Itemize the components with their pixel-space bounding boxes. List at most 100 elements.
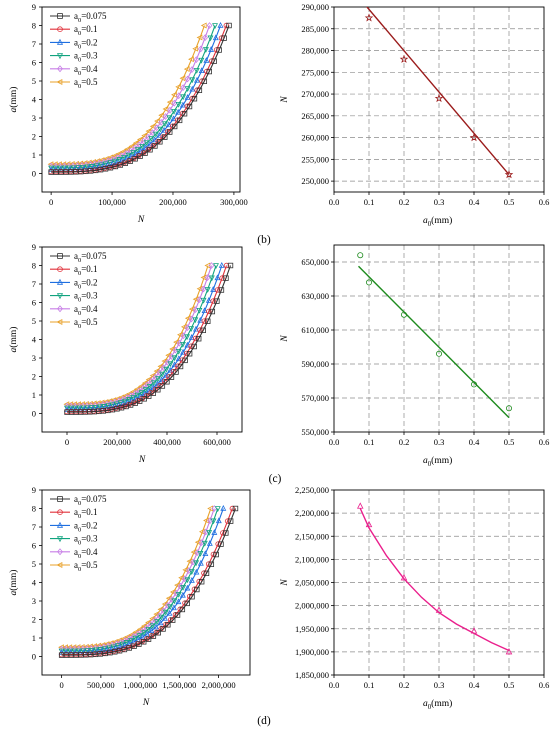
x-tick-label: 0.4	[469, 197, 480, 207]
series-marker	[184, 94, 191, 100]
series-marker	[198, 528, 205, 535]
series-marker	[126, 397, 133, 403]
series-marker	[171, 123, 178, 130]
series-marker	[80, 164, 86, 171]
legend-entry: a0=0.5	[74, 560, 98, 573]
series-marker	[184, 341, 191, 348]
series-marker	[188, 569, 195, 575]
series-marker	[48, 165, 55, 172]
series-marker	[194, 539, 201, 546]
series-marker	[156, 612, 162, 619]
series-marker	[201, 540, 208, 547]
series-marker	[188, 343, 194, 349]
series-marker	[63, 645, 69, 653]
series-marker	[64, 405, 70, 412]
series-marker	[202, 34, 208, 42]
series-marker	[200, 297, 207, 304]
x-tick-label: 400,000	[153, 437, 181, 447]
series-marker	[142, 150, 148, 156]
series-marker	[197, 550, 204, 557]
series-marker	[189, 77, 196, 84]
y-tick-label: 2,100,000	[295, 554, 329, 564]
series-marker	[224, 518, 231, 524]
series-marker	[167, 129, 173, 135]
series-marker	[193, 325, 199, 332]
series-marker	[217, 21, 224, 28]
series-marker	[92, 160, 98, 168]
series-marker	[208, 561, 215, 567]
series-line	[51, 25, 216, 169]
legend-entry: a0=0.4	[74, 64, 98, 77]
plot-area	[357, 252, 512, 419]
series-marker	[175, 101, 182, 108]
series-marker	[184, 75, 191, 83]
legend-marker	[57, 13, 63, 19]
series-marker	[141, 630, 148, 637]
series-marker	[171, 355, 178, 362]
y-tick-label: 2,000,000	[295, 601, 329, 611]
series-marker	[96, 159, 103, 167]
series-marker	[216, 47, 222, 53]
series-marker	[128, 638, 134, 644]
panel-label-c: (c)	[269, 473, 282, 485]
panel-label-d: (d)	[257, 715, 271, 727]
series-marker	[132, 635, 139, 642]
series-marker	[205, 297, 212, 303]
x-tick-label: 0.1	[364, 680, 375, 690]
series-line	[51, 25, 230, 173]
series-marker	[161, 614, 168, 621]
series-marker	[161, 121, 168, 128]
series-marker	[146, 393, 152, 399]
series-marker	[175, 363, 181, 369]
y-tick-label: 2,150,000	[295, 531, 329, 541]
y-tick-label: 6	[32, 58, 36, 68]
series-marker	[157, 126, 164, 133]
series-marker	[186, 103, 193, 110]
series-marker	[184, 334, 190, 341]
series-marker	[148, 627, 155, 634]
series-marker	[173, 369, 179, 375]
series-marker	[155, 376, 162, 383]
y-tick-label: 8	[32, 504, 36, 514]
series-marker	[166, 609, 173, 616]
series-marker	[232, 505, 239, 512]
series-marker	[186, 351, 193, 357]
y-tick-label: 4	[32, 335, 37, 345]
y-tick-label: 1	[32, 390, 36, 400]
series-marker	[116, 157, 123, 163]
series-marker	[204, 262, 211, 269]
y-tick-label: 9	[32, 485, 36, 495]
series-marker	[196, 336, 202, 342]
legend-marker	[56, 536, 64, 543]
x-tick-label: 0	[49, 197, 53, 207]
y-tick-label: 650,000	[301, 257, 329, 267]
series-marker	[188, 577, 195, 583]
series-marker	[155, 630, 161, 636]
series-marker	[214, 274, 221, 281]
plot-area	[47, 21, 232, 175]
y-tick-label: 2	[32, 372, 36, 382]
legend-marker	[56, 53, 64, 60]
data-point	[470, 627, 478, 634]
series-marker	[212, 23, 218, 30]
y-axis-label: N	[280, 96, 290, 104]
series-marker	[210, 286, 217, 292]
series-marker	[156, 369, 163, 376]
plot-area	[63, 261, 234, 415]
series-marker	[213, 263, 219, 270]
series-marker	[202, 47, 209, 53]
legend-entry: a0=0.2	[74, 277, 98, 290]
data-point	[399, 54, 409, 63]
y-tick-label: 6	[32, 541, 36, 551]
series-marker	[192, 296, 199, 303]
series-marker	[215, 541, 221, 547]
series-marker	[159, 371, 166, 378]
series-marker	[157, 619, 164, 626]
y-tick-label: 1,850,000	[295, 670, 329, 680]
series-marker	[196, 34, 203, 41]
series-marker	[152, 623, 159, 630]
data-point	[435, 350, 442, 357]
series-marker	[229, 505, 236, 512]
x-tick-label: 0.2	[399, 197, 410, 207]
y-tick-label: 0	[32, 169, 36, 179]
